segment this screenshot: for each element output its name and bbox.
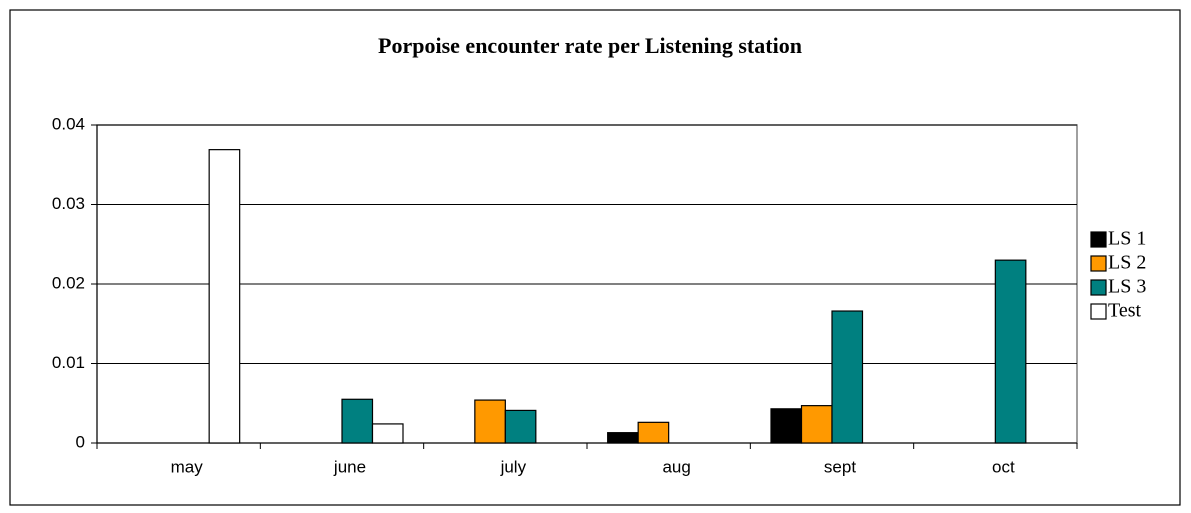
- x-tick-label: may: [171, 457, 204, 476]
- legend-swatch: [1090, 255, 1107, 272]
- y-tick-label: 0.04: [52, 114, 85, 133]
- bar: [341, 398, 374, 444]
- bar: [607, 432, 639, 444]
- bar: [800, 405, 833, 444]
- x-tick-label: sept: [824, 457, 856, 476]
- legend-swatch: [1090, 231, 1107, 248]
- legend-label: LS 3: [1108, 276, 1146, 298]
- y-tick-label: 0.02: [52, 273, 85, 292]
- y-tick-label: 0.01: [52, 353, 85, 372]
- bar: [637, 421, 670, 444]
- legend-label: LS 1: [1108, 228, 1146, 250]
- bar: [770, 408, 803, 444]
- bar: [208, 149, 241, 444]
- legend-label: Test: [1108, 300, 1141, 322]
- bar: [831, 310, 864, 444]
- legend-swatch: [1090, 279, 1107, 296]
- bar: [474, 399, 506, 444]
- legend-label: LS 2: [1108, 252, 1146, 274]
- x-tick-label: june: [333, 457, 366, 476]
- y-tick-label: 0: [76, 432, 85, 451]
- chart-border: [9, 9, 1181, 506]
- bar: [504, 409, 537, 444]
- x-tick-label: july: [500, 457, 527, 476]
- chart-title: Porpoise encounter rate per Listening st…: [378, 33, 802, 58]
- x-tick-label: oct: [992, 457, 1015, 476]
- bar: [371, 423, 404, 444]
- bar: [994, 259, 1027, 444]
- legend-swatch: [1090, 303, 1107, 320]
- y-tick-label: 0.03: [52, 194, 85, 213]
- x-tick-label: aug: [662, 457, 690, 476]
